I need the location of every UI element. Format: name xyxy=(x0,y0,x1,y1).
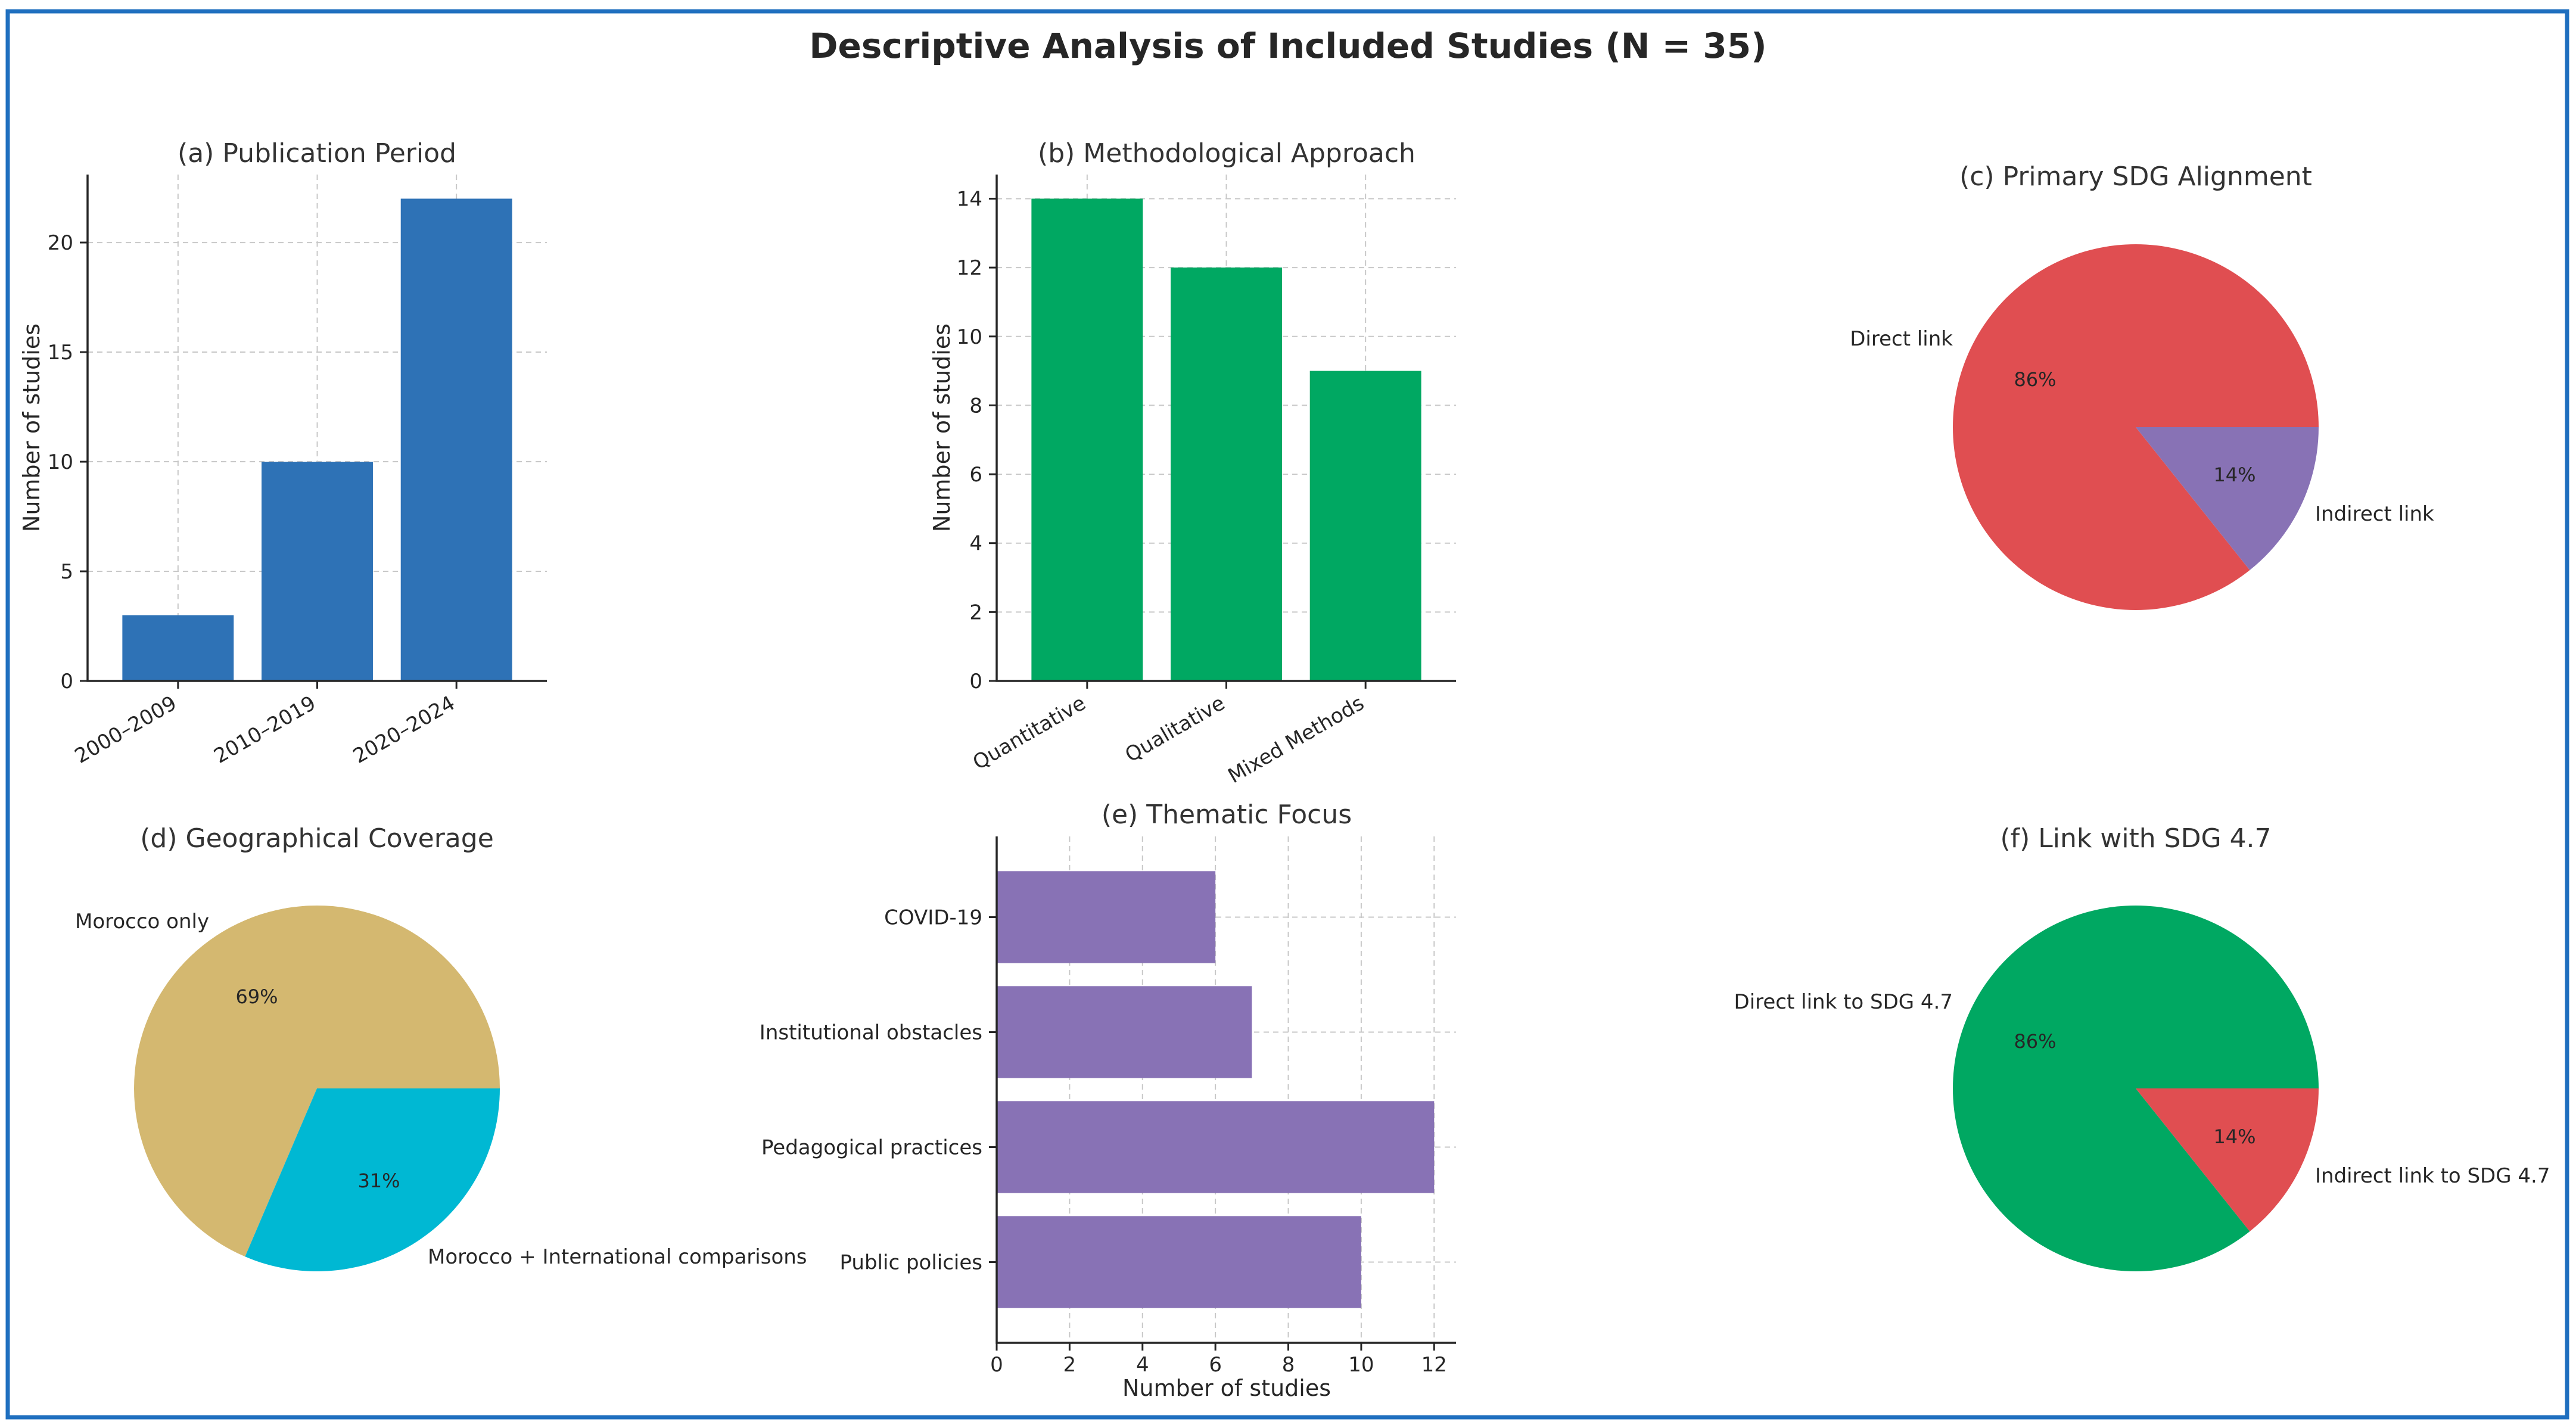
e-ytick-covid-19: COVID-19 xyxy=(884,906,982,930)
e-bar-pedagogical-practices xyxy=(997,1101,1435,1193)
e-ytick-institutional-obstacles: Institutional obstacles xyxy=(760,1021,982,1045)
panel-e-title: (e) Thematic Focus xyxy=(1102,799,1352,830)
panel-f-pct-indirect: 14% xyxy=(2213,1125,2255,1148)
panel-f-label-indirect: Indirect link to SDG 4.7 xyxy=(2315,1164,2550,1188)
panel-a-ylabel: Number of studies xyxy=(18,323,45,532)
f-slice-indirect-link-to-sdg-4-7 xyxy=(2136,1088,2319,1232)
panel-d-pct-international: 31% xyxy=(357,1169,400,1192)
a-bar-2010-2019 xyxy=(262,462,373,681)
e-xtick-label: 10 xyxy=(1348,1353,1374,1377)
panel-e-thematic-focus: (e) Thematic Focus Public policies Pedago… xyxy=(760,799,1456,1401)
a-bar-2020-2024 xyxy=(400,198,512,681)
b-ytick-label: 12 xyxy=(957,256,982,280)
e-xtick-label: 0 xyxy=(990,1353,1003,1377)
figure-title: Descriptive Analysis of Included Studies… xyxy=(809,26,1766,66)
panel-c-label-indirect: Indirect link xyxy=(2315,502,2434,526)
b-bar-qualitative xyxy=(1171,267,1282,681)
e-xtick-label: 4 xyxy=(1136,1353,1149,1377)
a-bar-2000-2009 xyxy=(122,615,234,681)
panel-d-geographical-coverage: (d) Geographical Coverage Morocco only M… xyxy=(75,823,807,1271)
b-ytick-label: 2 xyxy=(969,601,982,624)
panel-f-label-direct: Direct link to SDG 4.7 xyxy=(1734,990,1953,1014)
a-ytick-label: 5 xyxy=(60,560,73,584)
b-ytick-label: 10 xyxy=(957,325,982,349)
panel-f-pct-direct: 86% xyxy=(2014,1030,2056,1053)
c-slice-indirect-link xyxy=(2136,427,2319,571)
panel-e-xlabel: Number of studies xyxy=(1122,1375,1331,1401)
d-slice-morocco-only xyxy=(133,906,500,1257)
e-xtick-label: 12 xyxy=(1421,1353,1447,1377)
e-bar-institutional-obstacles xyxy=(997,986,1252,1078)
a-ytick-label: 10 xyxy=(48,450,73,474)
panel-c-pct-indirect: 14% xyxy=(2213,463,2255,486)
d-slice-morocco-international-comparisons xyxy=(245,1088,500,1271)
panel-f-title: (f) Link with SDG 4.7 xyxy=(2000,823,2271,854)
b-ytick-label: 8 xyxy=(969,394,982,418)
panel-c-pct-direct: 86% xyxy=(2014,368,2056,391)
panel-f-link-with-sdg-4-7: (f) Link with SDG 4.7 Direct link to SDG… xyxy=(1734,823,2550,1271)
panel-b-title: (b) Methodological Approach xyxy=(1038,138,1415,169)
panel-c-label-direct: Direct link xyxy=(1850,327,1953,351)
e-bar-public-policies xyxy=(997,1216,1361,1308)
panel-b-ylabel: Number of studies xyxy=(929,323,955,532)
b-ytick-label: 4 xyxy=(969,532,982,556)
panel-d-title: (d) Geographical Coverage xyxy=(140,823,494,854)
e-ytick-public-policies: Public policies xyxy=(840,1251,982,1275)
panel-b-methodological-approach: (b) Methodological Approach 02468101214 … xyxy=(929,138,1456,788)
panel-c-primary-sdg-alignment: (c) Primary SDG Alignment Direct link In… xyxy=(1850,161,2434,611)
a-ytick-label: 15 xyxy=(48,341,73,365)
e-bar-covid-19 xyxy=(997,871,1216,963)
a-ytick-label: 20 xyxy=(48,231,73,255)
e-xtick-label: 8 xyxy=(1282,1353,1295,1377)
c-slice-direct-link xyxy=(1952,244,2319,611)
b-bar-mixed-methods xyxy=(1309,371,1421,681)
b-bar-quantitative xyxy=(1031,198,1143,681)
panel-d-pct-morocco-only: 69% xyxy=(235,985,278,1008)
b-ytick-label: 14 xyxy=(957,187,982,211)
panel-c-title: (c) Primary SDG Alignment xyxy=(1959,161,2312,192)
e-xtick-label: 6 xyxy=(1209,1353,1222,1377)
panel-d-label-morocco-only: Morocco only xyxy=(75,910,209,934)
b-ytick-label: 6 xyxy=(969,463,982,487)
b-ytick-label: 0 xyxy=(969,670,982,693)
a-ytick-label: 0 xyxy=(60,670,73,693)
e-xtick-label: 2 xyxy=(1063,1353,1077,1377)
panel-d-label-international: Morocco + International comparisons xyxy=(428,1245,807,1269)
e-ytick-pedagogical-practices: Pedagogical practices xyxy=(761,1136,982,1160)
panel-a-title: (a) Publication Period xyxy=(178,138,456,169)
